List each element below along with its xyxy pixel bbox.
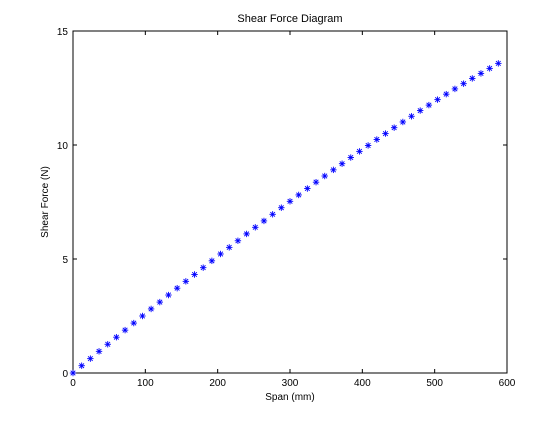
x-tick-label: 100 xyxy=(137,378,154,389)
data-point xyxy=(434,96,441,103)
data-point xyxy=(156,298,163,306)
data-point xyxy=(286,198,294,205)
x-axis-label: Span (mm) xyxy=(265,392,314,403)
data-point xyxy=(226,244,233,251)
data-point xyxy=(69,369,77,377)
x-tick-label: 0 xyxy=(70,378,76,389)
data-point xyxy=(425,101,433,109)
y-tick-label: 5 xyxy=(62,255,68,266)
data-point xyxy=(121,326,129,334)
data-point xyxy=(104,341,111,348)
data-point xyxy=(113,334,120,341)
x-tick-label: 600 xyxy=(499,378,516,389)
data-point xyxy=(173,284,181,292)
data-point xyxy=(477,70,485,77)
y-tick-label: 0 xyxy=(62,369,68,380)
x-tick-label: 200 xyxy=(209,378,226,389)
data-point xyxy=(373,136,380,143)
data-point xyxy=(217,250,224,258)
data-point xyxy=(443,90,450,98)
data-point xyxy=(278,204,285,211)
data-point xyxy=(321,172,328,180)
data-point xyxy=(486,65,493,72)
data-point xyxy=(338,160,346,167)
data-points xyxy=(69,60,502,377)
data-point xyxy=(295,191,302,199)
chart-title: Shear Force Diagram xyxy=(237,13,342,25)
y-tick-label: 10 xyxy=(57,141,69,152)
data-point xyxy=(330,166,337,174)
data-point xyxy=(269,211,276,218)
y-tick-label: 15 xyxy=(57,27,69,38)
data-point xyxy=(469,75,476,82)
data-point xyxy=(417,107,424,114)
data-point xyxy=(130,319,137,327)
data-point xyxy=(260,217,268,225)
data-point xyxy=(165,291,172,299)
data-point xyxy=(364,142,372,149)
x-tick-label: 400 xyxy=(354,378,371,389)
x-tick-label: 500 xyxy=(426,378,443,389)
data-point xyxy=(208,257,216,265)
tick-marks xyxy=(72,30,508,374)
data-point xyxy=(78,362,85,369)
data-point xyxy=(147,305,155,313)
data-point xyxy=(347,154,354,161)
data-point xyxy=(399,118,407,126)
data-point xyxy=(243,230,250,238)
data-point xyxy=(460,80,467,87)
data-point xyxy=(95,348,103,355)
data-point xyxy=(234,237,242,244)
data-point xyxy=(312,178,320,186)
data-point xyxy=(495,60,502,67)
data-point xyxy=(139,312,146,320)
data-point xyxy=(356,148,363,155)
data-point xyxy=(252,224,259,231)
data-point xyxy=(200,264,207,271)
data-point xyxy=(382,130,389,137)
tick-labels: 0 100 200 300 400 500 600 0 5 10 15 xyxy=(57,27,516,389)
data-point xyxy=(304,185,311,192)
data-point xyxy=(191,271,198,278)
data-point xyxy=(87,355,94,362)
data-point xyxy=(408,113,415,120)
y-axis-label: Shear Force (N) xyxy=(40,166,51,238)
x-tick-label: 300 xyxy=(282,378,299,389)
data-point xyxy=(451,85,459,93)
data-point xyxy=(390,124,398,131)
data-point xyxy=(182,278,190,285)
